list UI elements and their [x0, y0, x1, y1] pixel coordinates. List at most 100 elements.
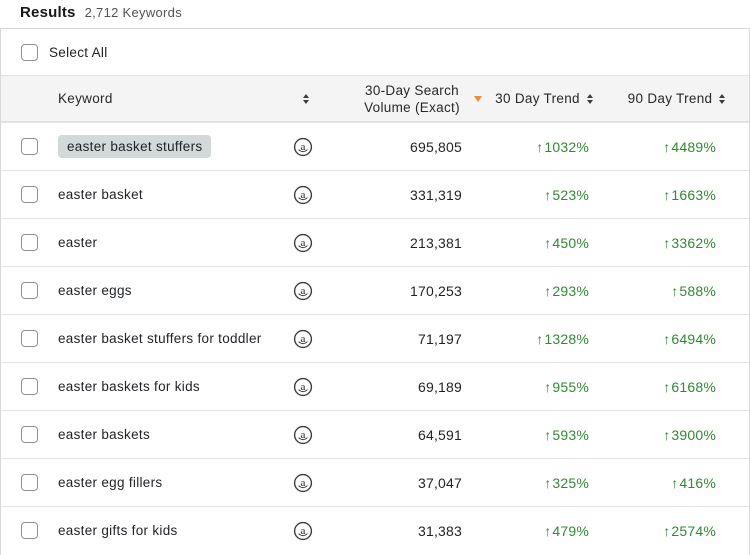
keyword-wrap: easter gifts for kids: [58, 521, 293, 541]
trend-90-text: 416%: [679, 475, 716, 491]
keyword-cell: easter basket stuffers a: [46, 123, 329, 170]
row-checkbox[interactable]: [21, 186, 38, 203]
search-volume-value: 213,381: [329, 235, 484, 251]
trend-up-icon: ↑: [544, 523, 551, 539]
column-header-trend-90[interactable]: 90 Day Trend: [604, 76, 749, 121]
trend-90-value: ↑1663%: [604, 187, 749, 203]
amazon-icon[interactable]: a: [293, 233, 313, 253]
keyword-header-label: Keyword: [58, 91, 113, 106]
table-row: easter egg fillers a 37,047 ↑325%: [1, 458, 749, 506]
search-volume-value: 37,047: [329, 475, 484, 491]
row-checkbox-cell: [1, 474, 46, 491]
trend-30-value: ↑325%: [484, 475, 604, 491]
row-checkbox-cell: [1, 234, 46, 251]
trend-30-text: 593%: [552, 427, 589, 443]
keyword-count: 2,712 Keywords: [85, 5, 182, 20]
trend-90-text: 588%: [679, 283, 716, 299]
row-checkbox-cell: [1, 138, 46, 155]
keyword-label: easter eggs: [58, 283, 132, 298]
column-header-keyword[interactable]: Keyword: [46, 76, 329, 121]
keyword-label: easter gifts for kids: [58, 523, 178, 538]
keyword-wrap: easter basket stuffers for toddler: [58, 329, 293, 349]
row-checkbox[interactable]: [21, 426, 38, 443]
keyword-wrap: easter baskets: [58, 425, 293, 445]
search-volume-value: 31,383: [329, 523, 484, 539]
keyword-label: easter basket stuffers for toddler: [58, 331, 262, 346]
trend-90-value: ↑588%: [604, 283, 749, 299]
amazon-icon[interactable]: a: [293, 329, 313, 349]
trend-90-text: 1663%: [671, 187, 716, 203]
amazon-icon[interactable]: a: [293, 185, 313, 205]
keyword-label: easter basket: [58, 187, 143, 202]
keyword-cell: easter basket stuffers for toddler a: [46, 315, 329, 362]
row-checkbox[interactable]: [21, 234, 38, 251]
trend-90-text: 3900%: [671, 427, 716, 443]
keyword-label: easter baskets: [58, 427, 150, 442]
trend-up-icon: ↑: [544, 235, 551, 251]
select-all-row: Select All: [1, 29, 749, 75]
results-panel: Select All Keyword 30-Day Search Volume …: [0, 28, 750, 555]
row-checkbox[interactable]: [21, 378, 38, 395]
keyword-wrap: easter eggs: [58, 281, 293, 301]
trend-90-value: ↑3362%: [604, 235, 749, 251]
row-checkbox[interactable]: [21, 282, 38, 299]
trend-30-value: ↑293%: [484, 283, 604, 299]
trend-up-icon: ↑: [671, 475, 678, 491]
search-volume-value: 170,253: [329, 283, 484, 299]
trend-90-text: 3362%: [671, 235, 716, 251]
results-header: Results 2,712 Keywords: [0, 0, 750, 28]
search-volume-value: 71,197: [329, 331, 484, 347]
select-all-checkbox[interactable]: [21, 44, 38, 61]
table-header: Keyword 30-Day Search Volume (Exact) 30 …: [1, 75, 749, 122]
trend-up-icon: ↑: [544, 475, 551, 491]
amazon-icon[interactable]: a: [293, 137, 313, 157]
trend-90-value: ↑6168%: [604, 379, 749, 395]
trend-up-icon: ↑: [544, 187, 551, 203]
row-checkbox[interactable]: [21, 474, 38, 491]
trend-30-value: ↑479%: [484, 523, 604, 539]
column-header-trend-30[interactable]: 30 Day Trend: [484, 76, 604, 121]
search-volume-header-label: 30-Day Search Volume (Exact): [359, 82, 465, 116]
amazon-icon[interactable]: a: [293, 281, 313, 301]
trend-90-value: ↑3900%: [604, 427, 749, 443]
column-header-search-volume[interactable]: 30-Day Search Volume (Exact): [329, 76, 484, 121]
table-row: easter baskets for kids a 69,189 ↑955%: [1, 362, 749, 410]
trend-30-header-label: 30 Day Trend: [495, 91, 580, 106]
row-checkbox[interactable]: [21, 330, 38, 347]
trend-30-text: 450%: [552, 235, 589, 251]
trend-90-value: ↑4489%: [604, 139, 749, 155]
keyword-wrap: easter basket: [58, 185, 293, 205]
sort-desc-active-icon: [474, 96, 482, 102]
row-checkbox-cell: [1, 426, 46, 443]
amazon-icon[interactable]: a: [293, 425, 313, 445]
table-row: easter basket stuffers for toddler a 71,…: [1, 314, 749, 362]
trend-90-value: ↑416%: [604, 475, 749, 491]
sort-icon-keyword: [303, 94, 309, 104]
row-checkbox-cell: [1, 378, 46, 395]
select-all-label: Select All: [49, 45, 108, 60]
row-checkbox-cell: [1, 282, 46, 299]
search-volume-value: 331,319: [329, 187, 484, 203]
keyword-label: easter baskets for kids: [58, 379, 200, 394]
amazon-icon[interactable]: a: [293, 473, 313, 493]
trend-30-text: 293%: [552, 283, 589, 299]
keyword-cell: easter eggs a: [46, 267, 329, 314]
row-checkbox-cell: [1, 522, 46, 539]
keyword-wrap: easter baskets for kids: [58, 377, 293, 397]
trend-up-icon: ↑: [544, 427, 551, 443]
keyword-cell: easter basket a: [46, 171, 329, 218]
row-checkbox[interactable]: [21, 522, 38, 539]
amazon-icon[interactable]: a: [293, 521, 313, 541]
trend-90-text: 4489%: [671, 139, 716, 155]
trend-up-icon: ↑: [671, 283, 678, 299]
trend-30-text: 1328%: [544, 331, 589, 347]
trend-30-text: 523%: [552, 187, 589, 203]
page-title: Results: [20, 4, 76, 21]
table-row: easter a 213,381 ↑450% ↑3362%: [1, 218, 749, 266]
keyword-wrap: easter basket stuffers: [58, 137, 293, 157]
search-volume-value: 64,591: [329, 427, 484, 443]
keyword-cell: easter baskets for kids a: [46, 363, 329, 410]
row-checkbox[interactable]: [21, 138, 38, 155]
amazon-icon[interactable]: a: [293, 377, 313, 397]
trend-90-text: 6494%: [671, 331, 716, 347]
